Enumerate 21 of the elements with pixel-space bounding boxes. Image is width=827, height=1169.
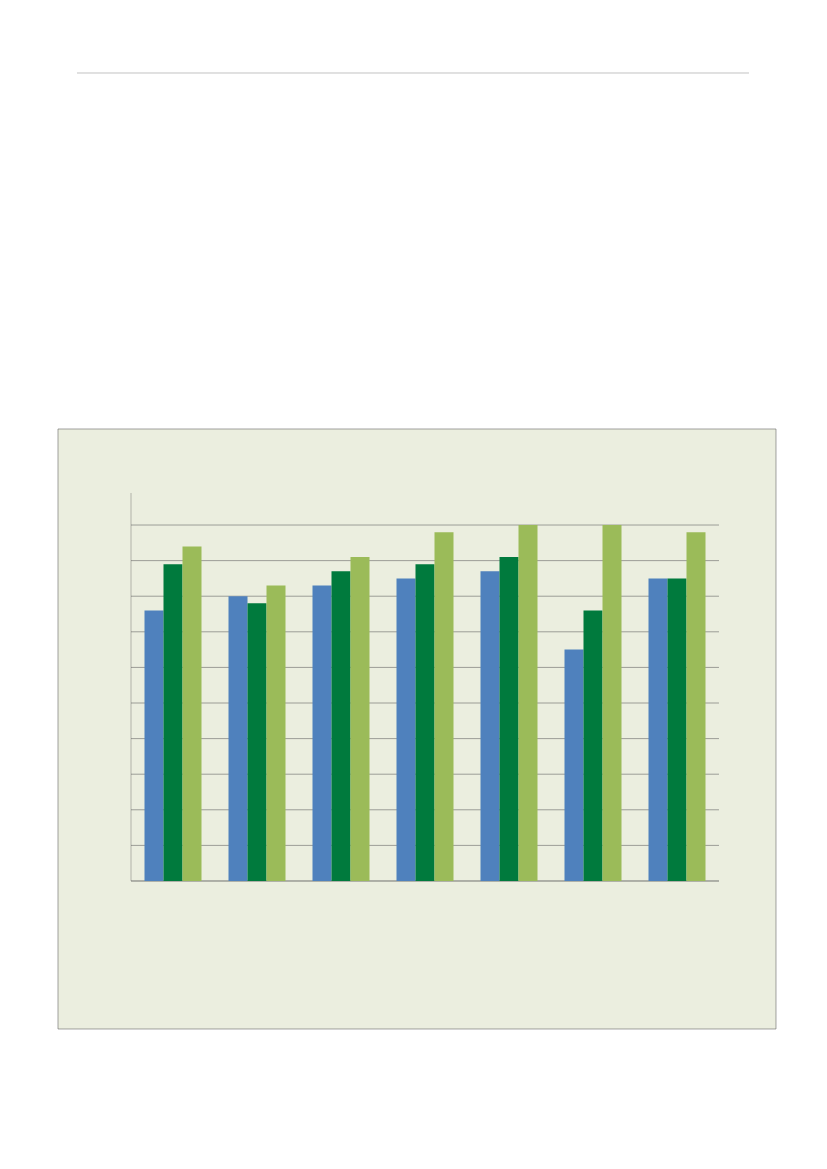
bar bbox=[247, 603, 267, 881]
bar bbox=[583, 610, 603, 881]
bar bbox=[163, 564, 183, 881]
bar bbox=[331, 571, 351, 881]
bar bbox=[228, 596, 248, 881]
bar bbox=[182, 546, 202, 881]
bar bbox=[434, 532, 454, 881]
bar bbox=[518, 525, 538, 881]
bar bbox=[266, 585, 286, 881]
bar bbox=[480, 571, 500, 881]
bar bbox=[499, 557, 519, 881]
bar bbox=[415, 564, 435, 881]
bar bbox=[350, 557, 370, 881]
bar bbox=[312, 585, 332, 881]
bar bbox=[144, 610, 164, 881]
bar bbox=[686, 532, 706, 881]
bar bbox=[667, 578, 687, 881]
bar bbox=[648, 578, 668, 881]
bar bbox=[564, 649, 584, 881]
bar bbox=[602, 525, 622, 881]
bar bbox=[396, 578, 416, 881]
